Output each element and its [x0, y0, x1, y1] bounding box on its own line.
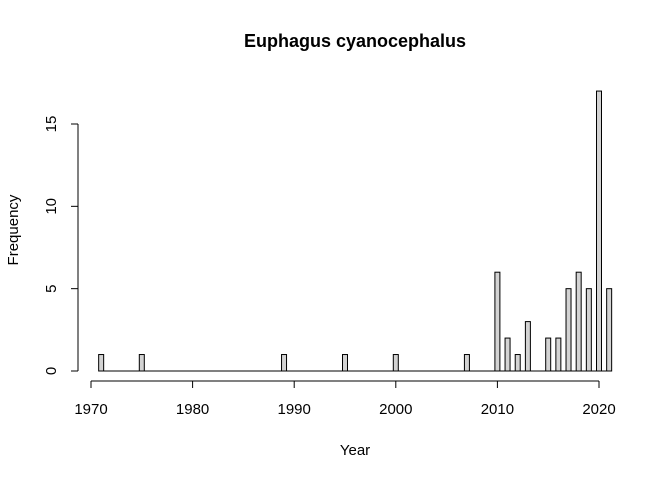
bar-2011 — [504, 337, 511, 372]
bar-2019 — [585, 288, 592, 372]
bar-2018 — [575, 271, 582, 372]
bar-1975 — [138, 354, 145, 372]
x-tick-label-2020: 2020 — [582, 401, 615, 418]
bar-2015 — [545, 337, 552, 372]
bar-2020 — [596, 90, 602, 372]
bar-2010 — [494, 271, 501, 372]
bar-1971 — [98, 354, 105, 372]
plot-area: 1970 1980 1990 2000 2010 2020 0 5 10 15 — [43, 90, 616, 418]
bar-2021 — [606, 288, 613, 372]
bar-2000 — [392, 354, 399, 372]
bar-2013 — [524, 321, 531, 372]
y-tick-label-15: 15 — [43, 116, 60, 133]
y-axis-label: Frequency — [5, 194, 22, 265]
bar-2017 — [565, 288, 572, 372]
bar-1989 — [281, 354, 288, 372]
bar-1995 — [342, 354, 348, 372]
x-tick-label-1980: 1980 — [176, 401, 209, 418]
y-tick-label-5: 5 — [43, 284, 60, 292]
bar-2007 — [463, 354, 470, 372]
y-tick-label-0: 0 — [43, 367, 60, 375]
chart-title: Euphagus cyanocephalus — [244, 31, 466, 51]
x-tick-label-2010: 2010 — [481, 401, 514, 418]
x-tick-label-1970: 1970 — [74, 401, 107, 418]
x-tick-label-2000: 2000 — [379, 401, 412, 418]
y-tick-label-10: 10 — [43, 198, 60, 215]
x-tick-label-1990: 1990 — [278, 401, 311, 418]
x-axis-label: Year — [340, 442, 370, 459]
bar-2012 — [514, 354, 521, 372]
bar-2016 — [555, 337, 562, 372]
